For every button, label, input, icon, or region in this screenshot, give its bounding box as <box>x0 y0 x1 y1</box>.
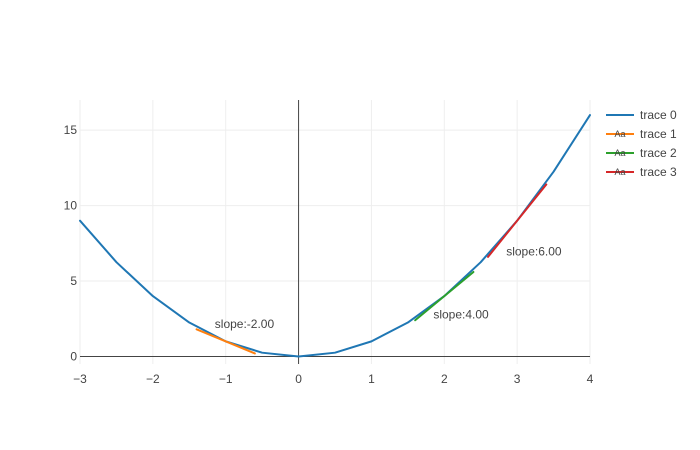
series-line-2 <box>414 270 475 322</box>
legend-label: trace 3 <box>640 165 677 179</box>
x-tick-label: −2 <box>146 372 160 386</box>
x-tick-label: −3 <box>73 372 87 386</box>
y-tick-label: 10 <box>64 199 78 213</box>
legend-label: trace 2 <box>640 146 677 160</box>
series-line-3 <box>487 183 548 258</box>
series-line-1 <box>195 328 256 355</box>
y-tick-label: 0 <box>70 349 77 363</box>
x-tick-label: 4 <box>587 372 594 386</box>
legend-glyph: Aa <box>614 148 625 158</box>
grid <box>79 100 591 364</box>
axes: −3 −2 −1 0 1 2 3 4 0 5 10 15 <box>64 100 594 386</box>
legend-item[interactable]: Aa trace 2 <box>606 146 677 160</box>
x-tick-label: −1 <box>219 372 233 386</box>
plot-lines <box>79 114 591 358</box>
x-tick-label: 3 <box>514 372 521 386</box>
slope-annotation: slope:-2.00 <box>215 317 275 331</box>
legend[interactable]: trace 0 Aa trace 1 Aa trace 2 Aa trace 3 <box>606 108 677 179</box>
legend-item[interactable]: Aa trace 3 <box>606 165 677 179</box>
y-tick-label: 15 <box>64 123 78 137</box>
legend-item[interactable]: Aa trace 1 <box>606 127 677 141</box>
legend-label: trace 0 <box>640 108 677 122</box>
x-tick-label: 1 <box>368 372 375 386</box>
legend-glyph: Aa <box>614 129 625 139</box>
x-tick-label: 2 <box>441 372 448 386</box>
annotations: slope:-2.00 slope:4.00 slope:6.00 <box>215 244 562 330</box>
legend-glyph: Aa <box>614 167 625 177</box>
legend-item[interactable]: trace 0 <box>606 108 677 122</box>
series-line-0 <box>79 114 591 358</box>
legend-label: trace 1 <box>640 127 677 141</box>
y-tick-label: 5 <box>70 274 77 288</box>
slope-annotation: slope:6.00 <box>506 244 562 258</box>
slope-annotation: slope:4.00 <box>433 308 489 322</box>
x-tick-label: 0 <box>295 372 302 386</box>
